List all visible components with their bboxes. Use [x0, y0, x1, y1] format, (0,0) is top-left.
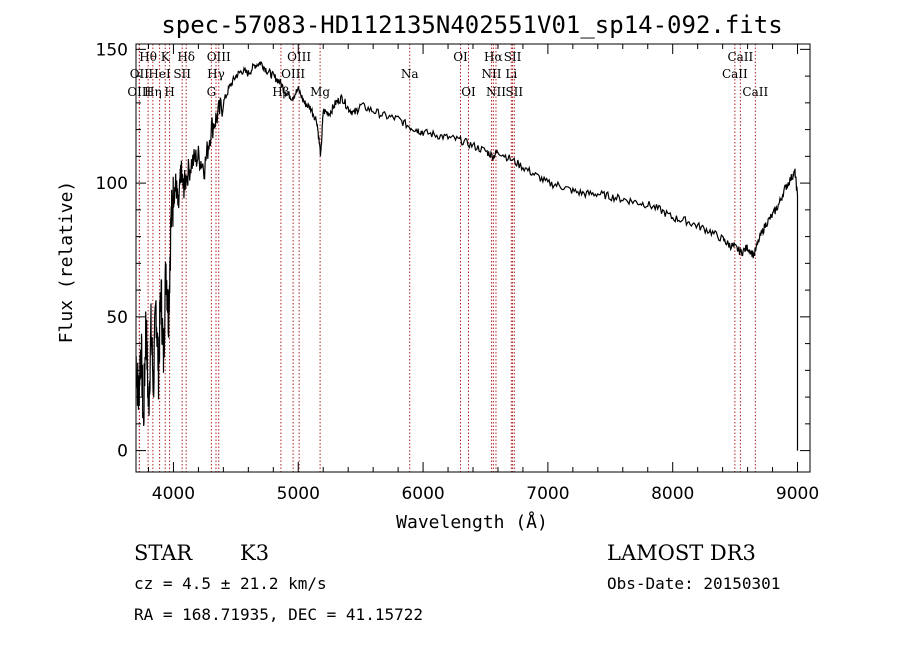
spectral-line-label: NII — [481, 67, 501, 81]
coordinates: RA = 168.71935, DEC = 41.15722 — [134, 605, 423, 624]
survey-name: LAMOST DR3 — [607, 541, 756, 565]
spectral-line-label: OIII — [127, 85, 151, 99]
spectral-line-label: Na — [401, 67, 419, 81]
spectral-line-label: OII — [130, 67, 150, 81]
spectral-line-label: H — [164, 85, 174, 99]
spectrum-series-line — [135, 61, 799, 451]
x-axis-label: Wavelength (Å) — [396, 511, 548, 533]
spectral-line-label: SII — [505, 85, 523, 99]
y-axis-ticks: 0 50 100 150 — [96, 40, 810, 462]
spectral-line-label: OI — [453, 50, 468, 64]
spectral-line-label: Mg — [310, 85, 330, 99]
redshift-value: cz = 4.5 ± 21.2 km/s — [134, 574, 327, 593]
spectral-line-label: OIII — [207, 50, 231, 64]
spectral-line-label: K — [161, 50, 171, 64]
x-tick-label: 9000 — [776, 484, 819, 504]
spectral-line-label: CaII — [722, 67, 748, 81]
spectral-line-label: OIII — [287, 50, 311, 64]
spectral-line-label: CaII — [742, 85, 768, 99]
spectral-line-markers — [138, 44, 756, 472]
spectral-line-label: Hγ — [207, 67, 225, 81]
spectral-line-label: Hθ — [139, 50, 157, 64]
x-axis-ticks: 4000 5000 6000 7000 8000 9000 — [147, 44, 819, 504]
spectral-line-label: Hδ — [177, 50, 195, 64]
y-tick-label: 100 — [96, 174, 128, 194]
spectral-line-label: SII — [504, 50, 522, 64]
spectral-line-label: HeI — [148, 67, 171, 81]
spectral-line-label: SII — [173, 67, 191, 81]
x-tick-label: 5000 — [277, 484, 320, 504]
y-tick-label: 150 — [96, 40, 128, 60]
x-tick-label: 7000 — [526, 484, 569, 504]
spectral-line-label: Hα — [484, 50, 503, 64]
spectral-line-label: OIII — [281, 67, 305, 81]
object-class: STAR — [134, 541, 193, 565]
y-tick-label: 50 — [106, 308, 128, 328]
spectral-line-label: Li — [505, 67, 517, 81]
y-axis-label: Flux (relative) — [56, 181, 77, 344]
plot-frame — [135, 43, 811, 473]
spectral-line-label: Hη — [144, 85, 162, 99]
x-tick-label: 6000 — [401, 484, 444, 504]
spectral-line-label: NII — [486, 85, 506, 99]
spectral-line-label: OI — [461, 85, 476, 99]
x-tick-label: 4000 — [152, 484, 195, 504]
chart-title: spec-57083-HD112135N402551V01_sp14-092.f… — [161, 11, 782, 39]
observation-date: Obs-Date: 20150301 — [607, 574, 780, 593]
x-tick-label: 8000 — [651, 484, 694, 504]
y-tick-label: 0 — [117, 442, 128, 462]
spectral-line-label: G — [207, 85, 217, 99]
object-subclass: K3 — [240, 541, 269, 565]
spectral-line-label: CaII — [727, 50, 753, 64]
